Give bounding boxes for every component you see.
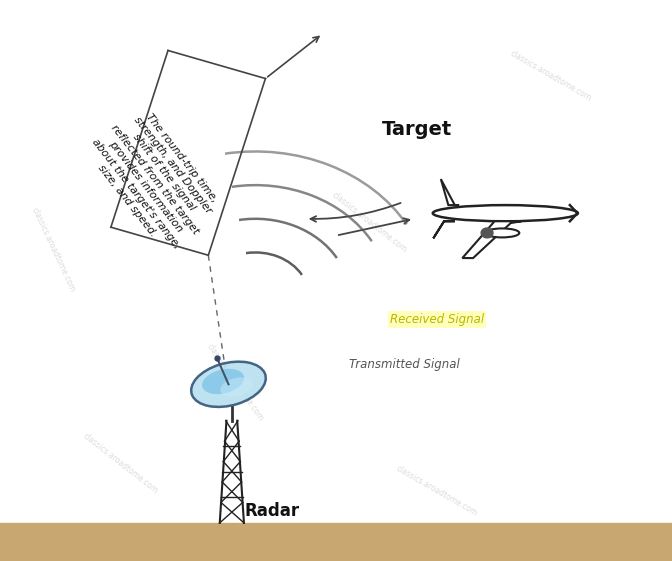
Bar (0, 523, 672, 561)
Circle shape (481, 228, 493, 238)
Ellipse shape (433, 205, 578, 221)
Ellipse shape (485, 228, 519, 237)
Polygon shape (441, 179, 459, 205)
Text: classics.aroadtome.com: classics.aroadtome.com (394, 464, 479, 518)
Ellipse shape (220, 378, 253, 397)
Text: Transmitted Signal: Transmitted Signal (349, 358, 460, 371)
Text: Radar: Radar (245, 502, 300, 520)
Text: The round-trip time,
strength, and Doppler
shift of the signal
reflected from th: The round-trip time, strength, and Doppl… (81, 101, 228, 258)
Text: classics.aroadtome.com: classics.aroadtome.com (30, 206, 77, 294)
Text: classics.aroadtome.com: classics.aroadtome.com (205, 342, 265, 423)
Polygon shape (462, 221, 521, 258)
Text: Received Signal: Received Signal (390, 313, 484, 327)
Ellipse shape (202, 369, 244, 394)
Polygon shape (433, 221, 455, 238)
Text: classics.aroadtome.com: classics.aroadtome.com (331, 191, 409, 255)
Text: classics.aroadtome.com: classics.aroadtome.com (509, 49, 593, 103)
Text: classics.aroadtome.com: classics.aroadtome.com (82, 432, 160, 496)
Ellipse shape (191, 362, 266, 407)
Text: Target: Target (382, 119, 452, 139)
